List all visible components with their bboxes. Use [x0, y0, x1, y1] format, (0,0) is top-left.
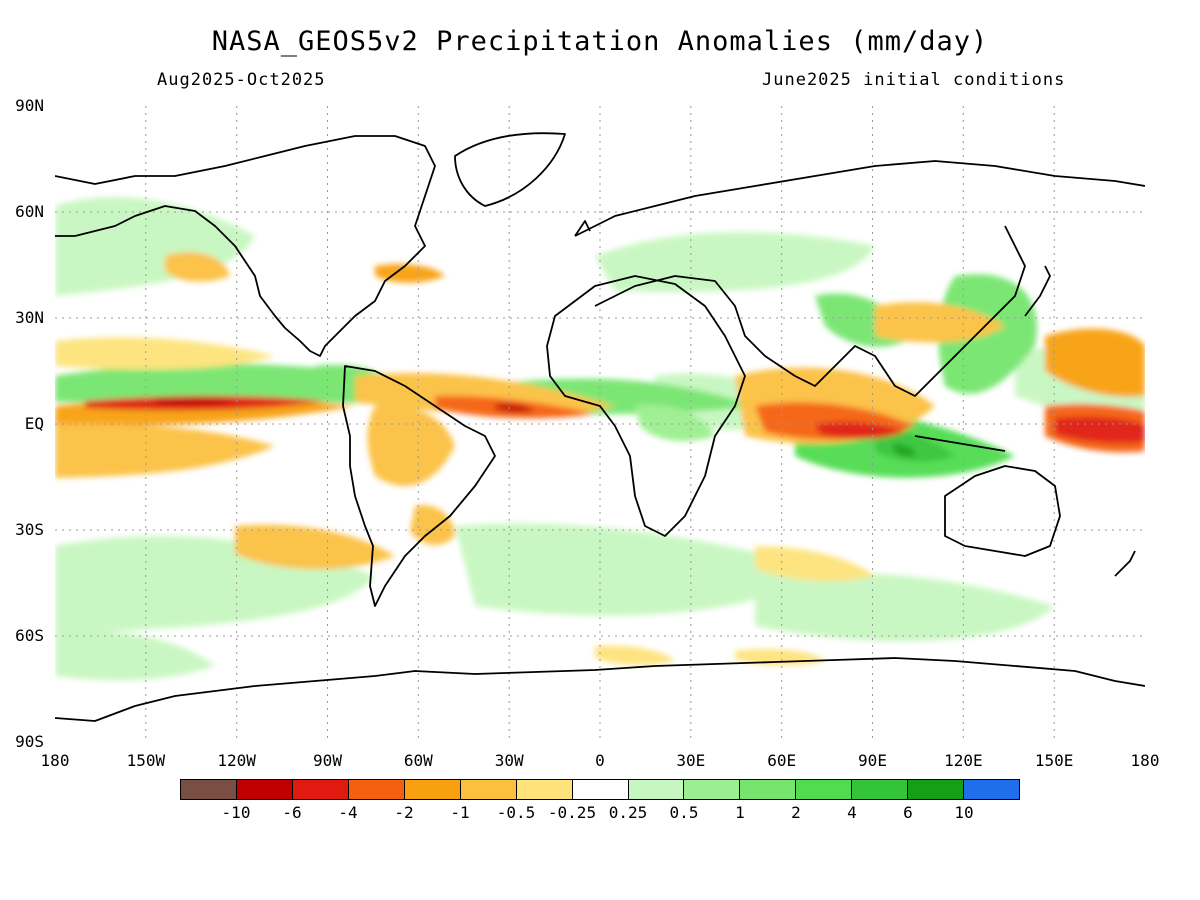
lat-tick-label: 60S — [15, 626, 44, 645]
lon-tick-label: 90E — [858, 751, 887, 770]
lat-tick-label: 30S — [15, 520, 44, 539]
colorbar-tick-label: -0.5 — [496, 803, 536, 822]
coast-new-zealand — [1114, 550, 1136, 577]
colorbar — [180, 779, 1020, 800]
lon-tick-label: 0 — [595, 751, 605, 770]
colorbar-swatch — [516, 780, 573, 799]
precipitation-map — [55, 106, 1145, 742]
lon-tick-label: 150W — [126, 751, 166, 770]
colorbar-swatch — [964, 780, 1020, 799]
colorbar-tick-label: -10 — [221, 803, 251, 822]
lon-tick-label: 120W — [217, 751, 256, 770]
colorbar-swatch — [796, 780, 853, 799]
lat-tick-label: 30N — [15, 308, 44, 327]
lon-tick-label: 120E — [944, 751, 983, 770]
coast-indonesia — [914, 435, 1006, 452]
coast-greenland — [454, 132, 566, 207]
colorbar-tick-label: 0.25 — [608, 803, 648, 822]
colorbar-tick-label: -4 — [338, 803, 358, 822]
colorbar-swatch — [404, 780, 461, 799]
coast-antarctica — [55, 657, 1145, 722]
colorbar-swatch — [292, 780, 349, 799]
colorbar-tick-label: 4 — [847, 803, 857, 822]
colorbar-tick-label: 6 — [903, 803, 913, 822]
colorbar-tick-label: 1 — [735, 803, 745, 822]
lat-tick-label: 90S — [15, 732, 44, 751]
lon-tick-label: 30W — [494, 751, 524, 770]
initial-conditions-label: June2025 initial conditions — [762, 70, 1066, 90]
coast-south-america — [342, 365, 496, 607]
lon-tick-label: 180 — [1130, 751, 1160, 770]
coast-eurasia — [574, 160, 1145, 397]
colorbar-tick-label: -0.25 — [547, 803, 597, 822]
lon-tick-label: 60E — [767, 751, 797, 770]
chart-title: NASA_GEOS5v2 Precipitation Anomalies (mm… — [211, 26, 989, 57]
forecast-period: Aug2025-Oct2025 — [157, 70, 326, 90]
lon-tick-label: 30E — [676, 751, 706, 770]
colorbar-tick-label: 2 — [791, 803, 801, 822]
colorbar-swatch — [852, 780, 909, 799]
lat-tick-label: EQ — [24, 414, 44, 433]
colorbar-swatch — [181, 780, 237, 799]
colorbar-swatch — [628, 780, 685, 799]
anomaly-field — [55, 197, 1145, 681]
colorbar-tick-label: -2 — [394, 803, 414, 822]
colorbar-swatch — [740, 780, 797, 799]
colorbar-swatch — [572, 780, 629, 799]
lon-tick-label: 60W — [403, 751, 433, 770]
lon-tick-label: 90W — [313, 751, 342, 770]
colorbar-swatch — [236, 780, 293, 799]
lon-tick-label: 150E — [1034, 751, 1074, 770]
coastlines — [55, 132, 1145, 722]
colorbar-tick-label: -6 — [282, 803, 302, 822]
colorbar-swatch — [684, 780, 741, 799]
coast-uk — [574, 220, 591, 237]
coast-north-america — [55, 135, 436, 357]
colorbar-tick-label: 10 — [954, 803, 974, 822]
lat-tick-label: 90N — [15, 96, 44, 115]
coast-japan — [1024, 265, 1051, 317]
lat-tick-label: 60N — [15, 202, 44, 221]
colorbar-swatch — [348, 780, 405, 799]
lon-tick-label: 180 — [40, 751, 70, 770]
colorbar-swatch — [460, 780, 517, 799]
coast-africa — [546, 275, 746, 537]
colorbar-swatch — [908, 780, 965, 799]
coast-australia — [944, 465, 1061, 557]
colorbar-tick-label: 0.5 — [669, 803, 699, 822]
colorbar-tick-label: -1 — [450, 803, 470, 822]
